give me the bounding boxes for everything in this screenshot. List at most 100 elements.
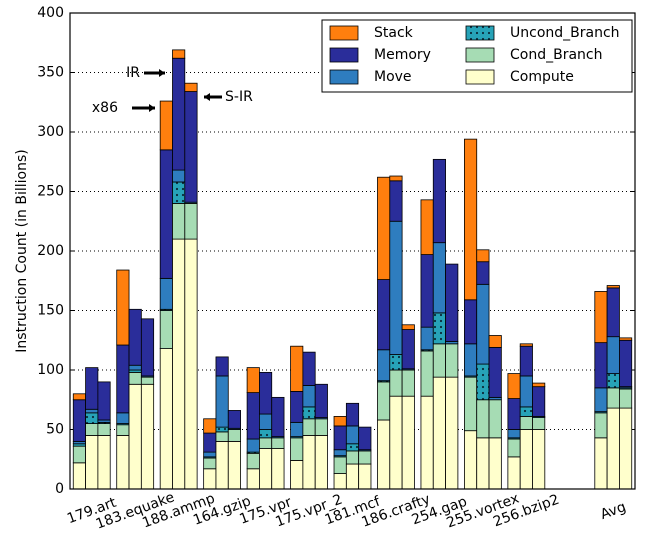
bar-segment: [172, 49, 186, 59]
bar-segment: [302, 351, 316, 386]
bar-segment: [172, 202, 186, 240]
bar-segment: [246, 367, 260, 394]
bar-segment: [85, 408, 99, 414]
y-tick-label: 250: [37, 184, 64, 200]
bar-segment: [594, 291, 608, 344]
y-tick-label: 50: [46, 422, 64, 438]
bar-segment: [227, 410, 241, 429]
legend-label: Memory: [374, 47, 431, 63]
bar-segment: [594, 387, 608, 413]
bar-segment: [445, 263, 459, 342]
bar-segment: [184, 238, 198, 490]
bar-segment: [203, 432, 217, 453]
bar-segment: [432, 158, 446, 244]
bar-segment: [401, 324, 415, 330]
bar-segment: [377, 349, 391, 382]
bar-segment: [507, 438, 521, 458]
bar-label: S-IR: [225, 89, 253, 105]
bar-segment: [314, 383, 328, 418]
bar-segment: [72, 462, 86, 490]
bar-segment: [488, 437, 502, 490]
bar-segment: [97, 435, 111, 490]
bar-segment: [227, 440, 241, 490]
y-tick-label: 400: [37, 5, 64, 21]
bar-segment: [389, 395, 403, 490]
bar-segment: [606, 407, 620, 490]
bar-segment: [290, 437, 304, 461]
y-tick-label: 100: [37, 362, 64, 378]
bar-segment: [302, 406, 316, 420]
bar-segment: [358, 426, 372, 451]
bar-segment: [128, 371, 142, 385]
bar-segment: [140, 318, 155, 377]
bar-segment: [507, 373, 521, 399]
legend-label: Cond_Branch: [510, 47, 602, 63]
bar-segment: [345, 425, 360, 445]
bar-segment: [72, 399, 86, 442]
bar-segment: [215, 375, 229, 428]
bar-segment: [619, 388, 633, 409]
bar-segment: [159, 149, 173, 279]
legend-swatch: [329, 69, 359, 85]
bar-segment: [246, 452, 260, 470]
bar-segment: [476, 261, 490, 285]
bar-segment: [420, 254, 434, 328]
bar-segment: [476, 437, 490, 490]
bar-segment: [215, 440, 229, 490]
bar-segment: [314, 435, 328, 490]
bar-segment: [432, 242, 446, 314]
bar-segment: [203, 468, 217, 490]
bar-segment: [358, 450, 372, 465]
bar-segment: [116, 412, 130, 424]
bar-segment: [128, 364, 142, 371]
bar-segment: [72, 445, 86, 464]
bar-segment: [184, 202, 198, 240]
legend-swatch: [329, 47, 359, 63]
legend-swatch: [329, 25, 359, 41]
bar-segment: [606, 387, 620, 409]
bar-segment: [314, 418, 328, 436]
bar-segment: [420, 326, 434, 351]
plot-frame: [69, 12, 636, 490]
bar-segment: [606, 373, 620, 389]
bar-segment: [290, 345, 304, 392]
bar-segment: [345, 450, 360, 465]
bar-segment: [532, 382, 546, 388]
bar-segment: [85, 412, 99, 424]
bar-segment: [507, 429, 521, 439]
bar-segment: [532, 386, 546, 417]
bar-segment: [389, 354, 403, 371]
bar-segment: [476, 249, 490, 263]
bar-segment: [302, 435, 316, 490]
bar-segment: [203, 457, 217, 470]
bar-segment: [246, 438, 260, 453]
bar-segment: [488, 346, 502, 398]
bar-segment: [519, 375, 533, 408]
bar-segment: [345, 443, 360, 452]
bar-segment: [140, 383, 155, 490]
bar-segment: [519, 429, 533, 490]
bar-segment: [128, 308, 142, 366]
bar-segment: [476, 363, 490, 401]
legend-swatch: [465, 47, 495, 63]
bar-segment: [215, 356, 229, 377]
bar-segment: [333, 416, 347, 427]
y-tick-label: 200: [37, 243, 64, 259]
legend-label: Stack: [374, 25, 414, 41]
bar-segment: [377, 176, 391, 280]
bar-segment: [302, 418, 316, 436]
bar-segment: [488, 399, 502, 439]
bar-segment: [519, 406, 533, 417]
bar-segment: [464, 376, 478, 432]
bar-segment: [594, 412, 608, 439]
bar-segment: [259, 437, 273, 449]
bar-segment: [246, 468, 260, 490]
bar-segment: [172, 57, 186, 171]
bar-segment: [333, 449, 347, 457]
bar-segment: [172, 169, 186, 183]
bar-segment: [290, 460, 304, 490]
bar-segment: [302, 385, 316, 408]
bar-segment: [215, 426, 229, 433]
x-tick-label: Avg: [598, 499, 628, 523]
bar-segment: [140, 376, 155, 385]
